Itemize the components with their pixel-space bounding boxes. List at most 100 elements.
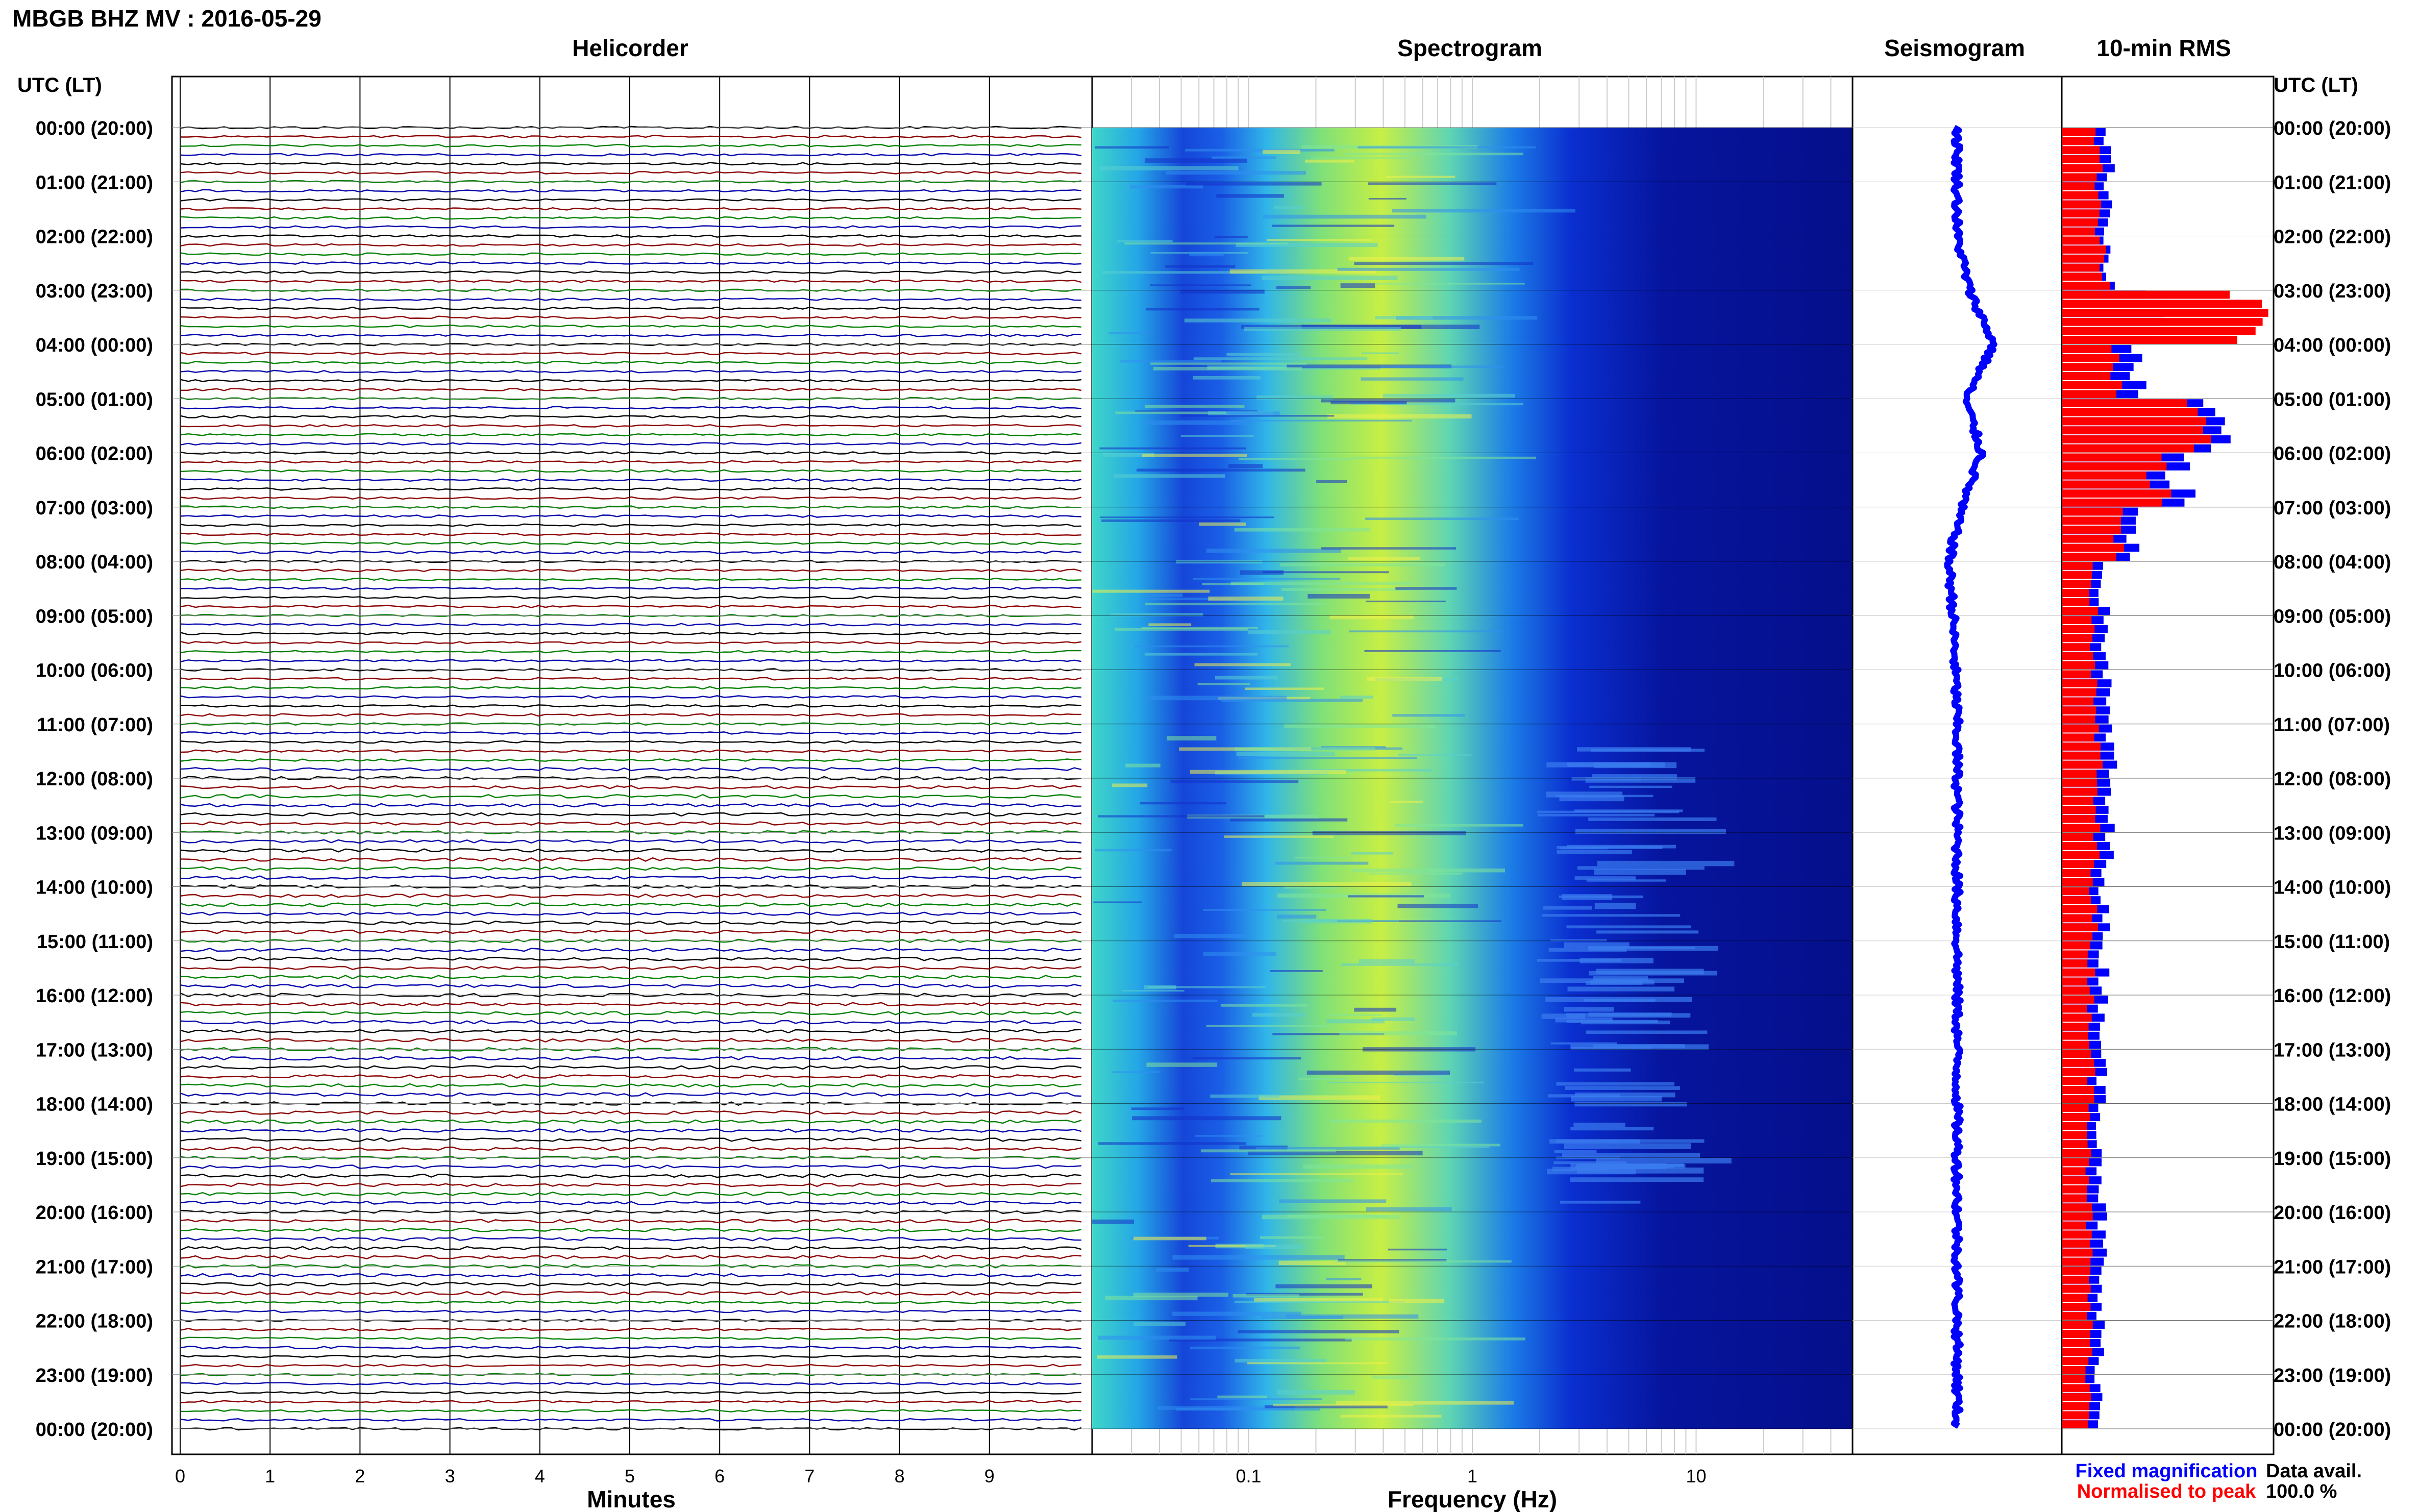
spectrogram-streak [1375,283,1525,285]
spectrogram-streak [1273,206,1304,209]
spectrogram-band [1577,866,1705,870]
helicorder-trace [181,640,1082,645]
helicorder-trace [181,1319,1082,1322]
time-label-left: 19:00 (15:00) [36,1148,153,1170]
helicorder-trace [181,1373,1082,1377]
spectrogram-streak [1167,736,1217,741]
spectrogram-streak [1326,1019,1385,1024]
spectrogram-streak [1372,1375,1410,1380]
spectrogram-streak [1230,818,1348,822]
rms-bar-normalised [2062,290,2230,299]
spectrogram-streak [1263,571,1389,574]
spectrogram-streak [1362,352,1399,354]
time-label-left: 00:00 (20:00) [36,118,153,139]
helicorder-trace [181,1092,1082,1097]
spectrogram-streak [1316,480,1347,483]
helicorder-trace [181,586,1082,590]
time-label-right: 08:00 (04:00) [2274,552,2391,573]
rms-bar-normalised [2062,1203,2092,1211]
spectrogram-band [1555,1018,1613,1023]
rms-bar-normalised [2062,679,2097,687]
spectrogram-band [1537,959,1622,962]
rms-bar-normalised [2062,941,2090,950]
spectrogram-band [1557,850,1632,855]
helicorder-trace [181,388,1082,391]
time-label-right: 20:00 (16:00) [2274,1202,2391,1224]
spectrogram-streak [1329,615,1414,619]
rms-bar-normalised [2062,860,2094,869]
spectrogram-streak [1214,236,1248,238]
seismogram-panel [1852,76,2063,1455]
spectrogram-streak [1170,780,1299,783]
spectrogram-band [1575,829,1726,834]
spectrogram-band [1556,1082,1674,1086]
rms-bar-normalised [2062,553,2116,561]
helicorder-tick-label: 3 [445,1466,455,1486]
rms-bar-normalised [2062,327,2256,335]
rms-bar-normalised [2062,462,2167,470]
time-label-left: 08:00 (04:00) [36,552,153,573]
rms-bar-normalised [2062,1140,2088,1149]
time-label-right: 21:00 (17:00) [2274,1256,2391,1278]
rms-bar-normalised [2062,426,2203,435]
rms-bar-normalised [2062,1158,2089,1167]
spectrogram-streak [1104,1296,1198,1301]
spectrogram-streak [1216,194,1285,198]
rms-bar-normalised [2062,1185,2087,1194]
helicorder-trace [181,1346,1082,1350]
spectrogram-streak [1193,357,1368,360]
spectrogram-streak [1098,815,1265,817]
time-label-left: 15:00 (11:00) [37,931,153,953]
spectrogram-streak [1276,286,1311,289]
spectrogram-streak [1381,1144,1500,1147]
helicorder-trace [181,1391,1082,1395]
time-label-right: 10:00 (06:00) [2274,660,2391,682]
spectrogram-streak [1203,909,1326,911]
helicorder-trace [181,1146,1082,1151]
spectrogram-band [1537,813,1655,816]
spectrogram-streak [1275,861,1369,865]
spectrogram-streak [1115,411,1226,414]
spectrogram-tick-label: 1 [1467,1466,1477,1486]
spectrogram-band [1553,1161,1626,1164]
helicorder-trace [181,1282,1082,1286]
spectrogram-streak [1210,1094,1279,1098]
spectrogram-streak [1092,589,1210,593]
time-label-right: 18:00 (14:00) [2274,1094,2391,1116]
spectrogram-streak [1211,1179,1353,1182]
rms-bar-normalised [2062,652,2093,660]
time-label-right: 01:00 (21:00) [2274,172,2391,193]
spectrogram-band [1560,1200,1641,1204]
helicorder-trace [181,713,1082,717]
spectrogram-streak [1240,570,1284,575]
rms-bar-normalised [2062,1149,2091,1157]
time-label-left: 23:00 (19:00) [36,1365,153,1386]
helicorder-trace [181,857,1082,862]
helicorder-trace [181,1192,1082,1196]
helicorder-trace [181,911,1082,916]
rms-bar-normalised [2062,1402,2090,1410]
spectrogram-streak [1230,581,1412,585]
rms-bar-normalised [2062,977,2088,986]
legend-normalised: Normalised to peak [2077,1481,2256,1502]
spectrogram-band [1571,777,1641,781]
helicorder-trace [181,298,1081,301]
helicorder-trace [181,875,1082,880]
rms-bar-normalised [2062,526,2121,534]
time-label-left: 07:00 (03:00) [36,498,153,519]
helicorder-trace [181,1056,1082,1061]
spectrogram-band [1589,947,1695,949]
page-title: MBGB BHZ MV : 2016-05-29 [12,5,322,32]
rms-bar-normalised [2062,1375,2086,1383]
helicorder-trace [181,514,1082,518]
spectrogram-streak [1148,623,1192,626]
spectrogram-band [1586,879,1666,882]
spectrogram-streak [1146,308,1260,311]
spectrogram-streak [1336,1401,1514,1405]
rms-bar-normalised [2062,245,2106,254]
spectrogram-streak [1281,588,1415,591]
helicorder-trace [181,361,1082,364]
rms-bar-normalised [2062,1393,2091,1401]
helicorder-trace [181,1020,1082,1025]
time-label-right: 14:00 (10:00) [2274,877,2391,899]
